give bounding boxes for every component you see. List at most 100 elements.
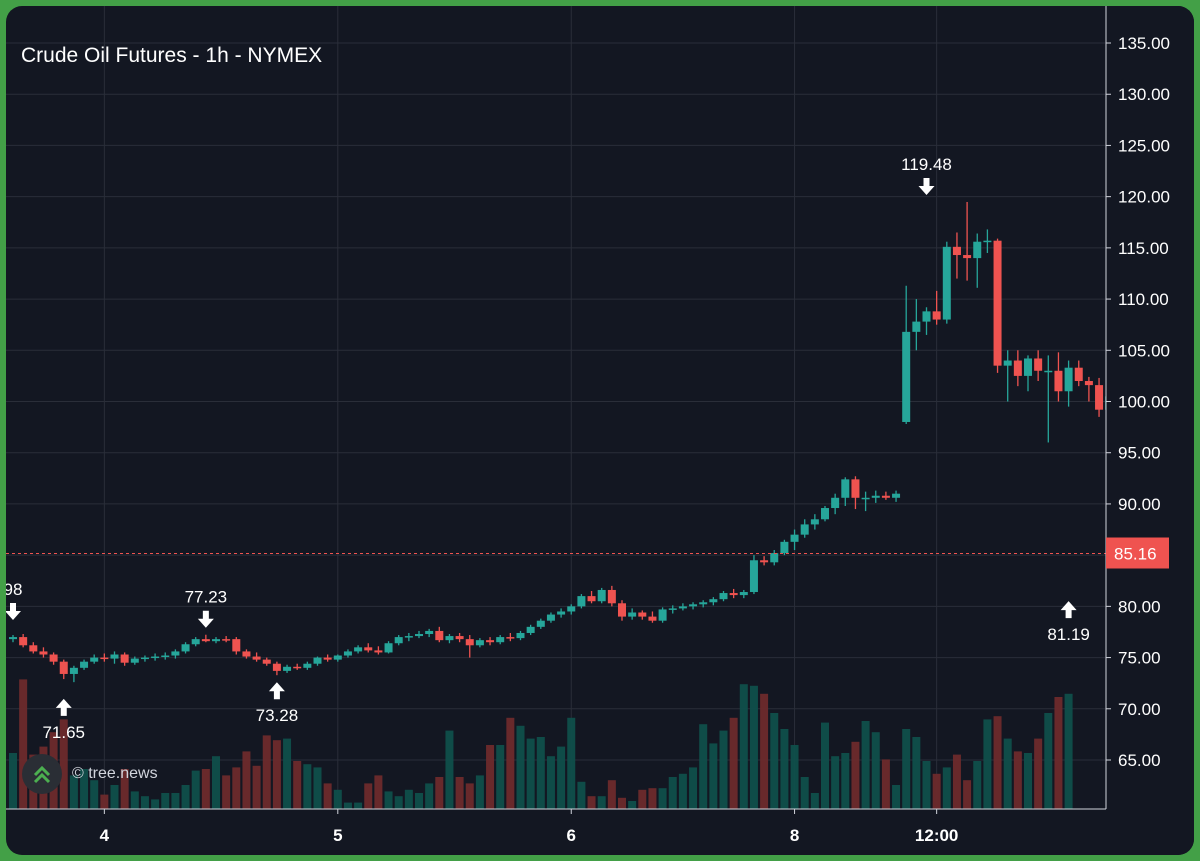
price-tick-label: 115.00 xyxy=(1118,239,1169,258)
volume-bar xyxy=(303,764,312,809)
candle-body xyxy=(881,495,890,498)
candle-body xyxy=(557,611,566,615)
candle-body xyxy=(100,657,109,660)
volume-bar xyxy=(658,788,667,809)
candle-body xyxy=(749,560,758,593)
volume-bar xyxy=(313,767,322,809)
volume-bar xyxy=(1044,713,1053,809)
candle-body xyxy=(628,612,637,617)
candle-body xyxy=(567,606,576,612)
last-price-badge xyxy=(1106,537,1169,569)
candle-body xyxy=(638,612,647,617)
candle-body xyxy=(1095,385,1104,410)
volume-bar xyxy=(618,797,626,809)
volume-bar xyxy=(892,785,901,809)
price-tick-label: 120.00 xyxy=(1118,188,1170,207)
volume-bar xyxy=(851,741,860,809)
volume-bar xyxy=(790,745,799,809)
candle-body xyxy=(19,637,28,646)
candle-body xyxy=(232,639,241,652)
volume-bar xyxy=(222,775,231,809)
price-tick-label: 135.00 xyxy=(1118,34,1170,53)
price-tick-label: 90.00 xyxy=(1118,495,1161,514)
candle-body xyxy=(9,637,17,640)
volume-bar xyxy=(100,794,109,809)
candle-body xyxy=(262,659,271,664)
low-arrow-icon xyxy=(1060,601,1077,619)
candle-body xyxy=(1013,360,1022,376)
volume-bar xyxy=(151,799,160,809)
low-annotation-label: 81.19 xyxy=(1047,625,1090,644)
candle-body xyxy=(384,643,393,653)
volume-bar xyxy=(455,777,464,809)
price-tick-label: 130.00 xyxy=(1118,85,1170,104)
volume-bar xyxy=(130,791,139,809)
high-annotation-label: 119.48 xyxy=(901,155,952,174)
volume-bar xyxy=(262,735,271,809)
volume-bar xyxy=(881,759,890,809)
candle-body xyxy=(201,639,210,642)
tree-logo-icon xyxy=(22,754,62,794)
volume-bar xyxy=(212,756,220,809)
volume-bar xyxy=(587,796,596,809)
volume-bar xyxy=(475,775,484,809)
candle-body xyxy=(1064,367,1073,392)
volume-bar xyxy=(638,789,647,809)
volume-bar xyxy=(546,756,555,809)
candle-body xyxy=(577,596,586,607)
volume-bar xyxy=(526,738,535,809)
volume-bar xyxy=(668,777,677,809)
candle-body xyxy=(69,667,78,674)
candle-body xyxy=(536,620,545,627)
high-arrow-icon xyxy=(197,610,214,628)
candle-body xyxy=(496,637,505,643)
candle-body xyxy=(323,657,332,660)
candle-body xyxy=(303,663,312,668)
volume-bar xyxy=(506,717,515,809)
volume-bar xyxy=(557,746,566,809)
volume-bar xyxy=(293,761,302,809)
candle-body xyxy=(455,636,464,640)
candle-body xyxy=(171,651,180,656)
volume-bar xyxy=(445,730,454,809)
candle-body xyxy=(973,241,982,259)
candle-body xyxy=(861,497,870,500)
price-tick-label: 80.00 xyxy=(1118,597,1161,616)
candle-body xyxy=(252,656,261,660)
candle-body xyxy=(587,596,596,602)
candle-body xyxy=(790,534,799,542)
volume-bar xyxy=(597,796,606,809)
volume-bar xyxy=(567,717,576,809)
chart-title: Crude Oil Futures - 1h - NYMEX xyxy=(21,44,323,67)
volume-bar xyxy=(699,724,708,809)
volume-bar xyxy=(394,796,403,809)
candle-body xyxy=(526,626,535,633)
volume-bar xyxy=(415,793,423,809)
volume-bar xyxy=(343,802,352,809)
candle-body xyxy=(29,645,38,652)
candle-body xyxy=(354,647,363,652)
candle-body xyxy=(191,639,200,645)
volume-bar xyxy=(333,789,342,809)
volume-bar xyxy=(1064,693,1073,809)
candle-body xyxy=(942,246,951,320)
price-tick-label: 125.00 xyxy=(1118,136,1170,155)
candle-body xyxy=(1003,360,1012,366)
high-annotation-label: 98 xyxy=(6,580,22,599)
candle-body xyxy=(364,647,373,651)
price-tick-label: 65.00 xyxy=(1118,751,1161,770)
volume-bar xyxy=(69,775,78,809)
candlestick-chart[interactable]: 135.00 130.00 125.00 120.00 115.00 110.00 105.… xyxy=(6,6,1194,855)
volume-bar xyxy=(171,793,180,809)
candle-body xyxy=(222,639,231,641)
time-tick-label: 4 xyxy=(100,826,110,845)
candle-body xyxy=(678,606,687,609)
volume-bar xyxy=(902,729,911,809)
volume-bar xyxy=(425,783,434,809)
volume-bar xyxy=(922,761,931,809)
candle-body xyxy=(770,553,779,563)
candle-body xyxy=(546,614,555,621)
volume-bar xyxy=(678,773,687,809)
volume-bar xyxy=(993,716,1002,809)
volume-bar xyxy=(354,802,363,809)
